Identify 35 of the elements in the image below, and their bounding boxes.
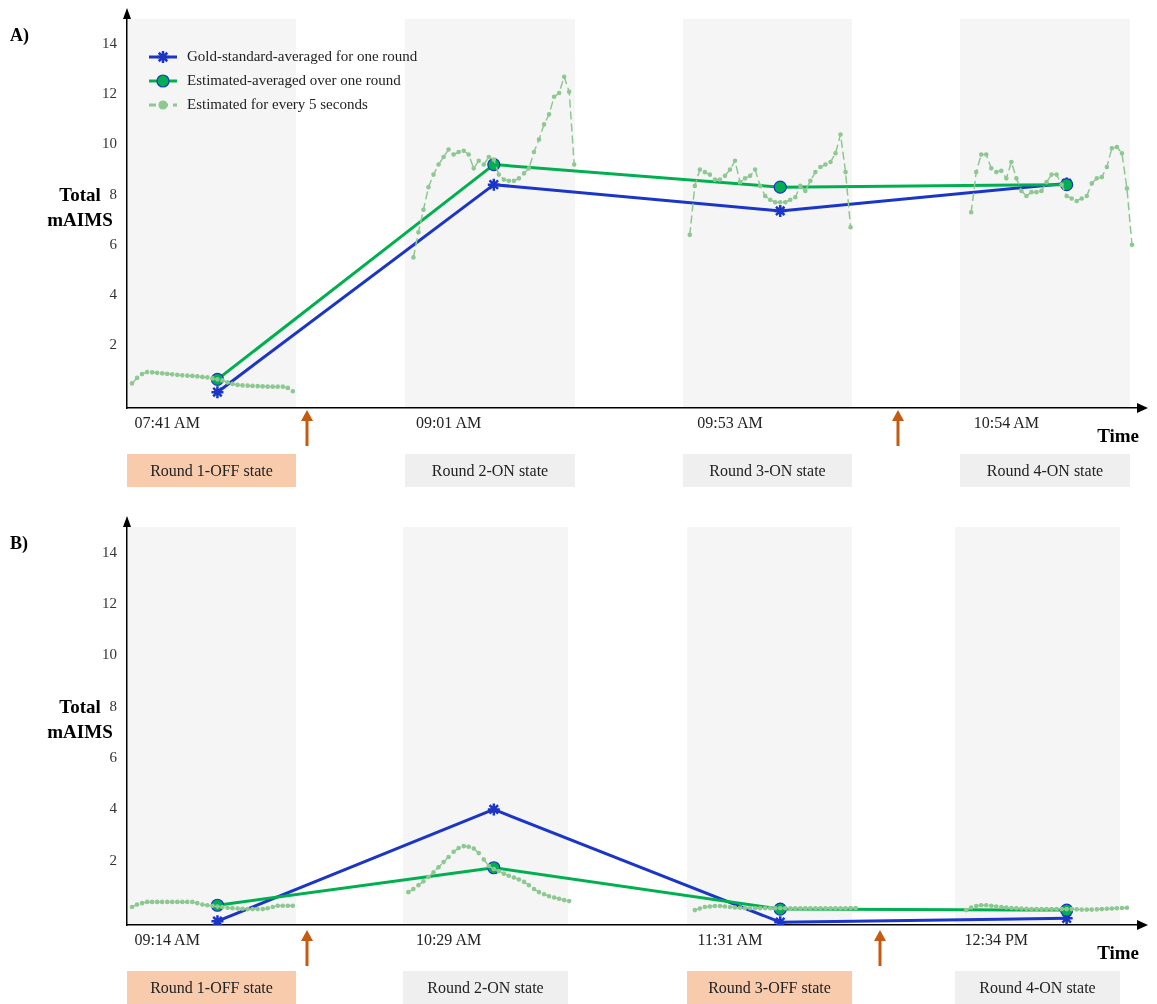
y-tick-label: 10 <box>102 646 117 663</box>
text: Round 2-ON state <box>403 971 568 1004</box>
y-tick-label: 12 <box>102 85 117 102</box>
text: Round 3-OFF state <box>687 971 852 1004</box>
y-tick-label: 4 <box>109 800 118 817</box>
x-tick-label: 09:53 AM <box>697 413 763 431</box>
text: Round 3-ON state <box>683 454 852 487</box>
chart-title: A) <box>10 24 29 46</box>
y-tick-label: 6 <box>109 235 118 252</box>
x-tick-label: 07:41 AM <box>134 413 200 431</box>
text: Round 2-ON state <box>405 454 575 487</box>
x-axis-title: Time <box>1097 941 1139 963</box>
legend-label: Estimated-averaged over one round <box>187 71 402 88</box>
y-tick-label: 6 <box>109 749 118 766</box>
chart-title: B) <box>10 532 29 554</box>
text: Round 1-OFF state <box>127 971 296 1004</box>
y-tick-label: 4 <box>109 286 118 302</box>
y-tick-label: 14 <box>102 543 118 560</box>
x-axis-title: Time <box>1097 424 1139 446</box>
text: Round 4-ON state <box>960 454 1130 487</box>
text: Round 1-OFF state <box>127 454 296 487</box>
y-tick-label: 2 <box>109 336 117 353</box>
y-tick-label: 12 <box>102 594 117 611</box>
x-tick-label: 10:29 AM <box>415 930 482 948</box>
y-tick-label: 14 <box>102 35 118 52</box>
legend-label: Gold-standard-averaged for one round <box>187 47 418 64</box>
y-tick-label: 2 <box>109 851 117 868</box>
y-tick-label: 10 <box>102 135 117 152</box>
x-tick-label: 11:31 AM <box>697 930 763 948</box>
x-tick-label: 09:01 AM <box>415 413 482 431</box>
legend-label: Estimated for every 5 seconds <box>187 95 368 112</box>
text: Round 4-ON state <box>955 971 1120 1004</box>
x-tick-label: 12:34 PM <box>964 930 1029 948</box>
x-tick-label: 10:54 AM <box>973 413 1040 431</box>
x-tick-label: 09:14 AM <box>134 930 200 948</box>
